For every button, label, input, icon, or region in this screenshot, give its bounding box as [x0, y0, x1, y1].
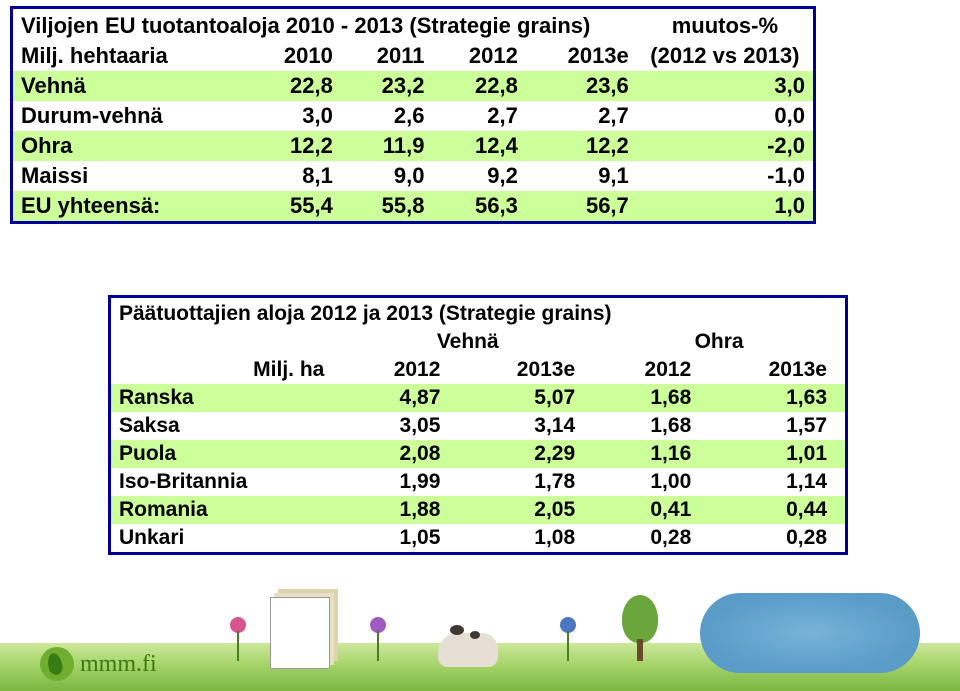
papers-icon: [270, 597, 330, 669]
table2-col-2013ea: 2013e: [458, 356, 593, 384]
leaf-icon: [40, 647, 74, 681]
table1-year-2010: 2010: [248, 41, 341, 71]
main-producers-table: Päätuottajien aloja 2012 ja 2013 (Strate…: [108, 295, 848, 555]
mmm-logo: mmm.fi: [40, 647, 157, 681]
muutos-label: muutos-%: [672, 13, 778, 38]
table2-row-unkari: Unkari 1,05 1,08 0,28 0,28: [110, 524, 847, 554]
table1-year-2011: 2011: [341, 41, 433, 71]
table1-row-vehna: Vehnä 22,8 23,2 22,8 23,6 3,0: [12, 71, 815, 101]
table2-row-saksa: Saksa 3,05 3,14 1,68 1,57: [110, 412, 847, 440]
cow-icon: [430, 607, 520, 667]
table2-row-iso-britannia: Iso-Britannia 1,99 1,78 1,00 1,14: [110, 468, 847, 496]
table2-col-2012a: 2012: [342, 356, 458, 384]
table2-row-ranska: Ranska 4,87 5,07 1,68 1,63: [110, 384, 847, 412]
table2-col-2013eb: 2013e: [709, 356, 846, 384]
table1-change-subheader: (2012 vs 2013): [637, 41, 815, 71]
table1-unit-header: Milj. hehtaaria: [12, 41, 248, 71]
logo-text: mmm.fi: [80, 651, 157, 678]
table2-title: Päätuottajien aloja 2012 ja 2013 (Strate…: [110, 297, 847, 329]
table1-row-ohra: Ohra 12,2 11,9 12,4 12,2 -2,0: [12, 131, 815, 161]
table2-row-romania: Romania 1,88 2,05 0,41 0,44: [110, 496, 847, 524]
table2-group-ohra: Ohra: [593, 328, 846, 356]
water-icon: [700, 593, 920, 673]
footer-banner: mmm.fi: [0, 571, 960, 691]
eu-production-areas-table: Viljojen EU tuotantoaloja 2010 - 2013 (S…: [10, 6, 816, 224]
table1-title: Viljojen EU tuotantoaloja 2010 - 2013 (S…: [12, 8, 637, 42]
flower-icon: [560, 617, 576, 661]
table2-group-vehna: Vehnä: [342, 328, 593, 356]
table1-row-maissi: Maissi 8,1 9,0 9,2 9,1 -1,0: [12, 161, 815, 191]
table1-year-2013e: 2013e: [526, 41, 637, 71]
table1-row-total: EU yhteensä: 55,4 55,8 56,3 56,7 1,0: [12, 191, 815, 223]
table1-year-2012: 2012: [432, 41, 525, 71]
table1-change-header: muutos-%: [637, 8, 815, 42]
flower-icon: [370, 617, 386, 661]
tree-icon: [620, 591, 660, 661]
flower-icon: [230, 617, 246, 661]
table2-row-puola: Puola 2,08 2,29 1,16 1,01: [110, 440, 847, 468]
table2-unit-header: Milj. ha: [110, 356, 343, 384]
table2-col-2012b: 2012: [593, 356, 709, 384]
table1-row-durum: Durum-vehnä 3,0 2,6 2,7 2,7 0,0: [12, 101, 815, 131]
